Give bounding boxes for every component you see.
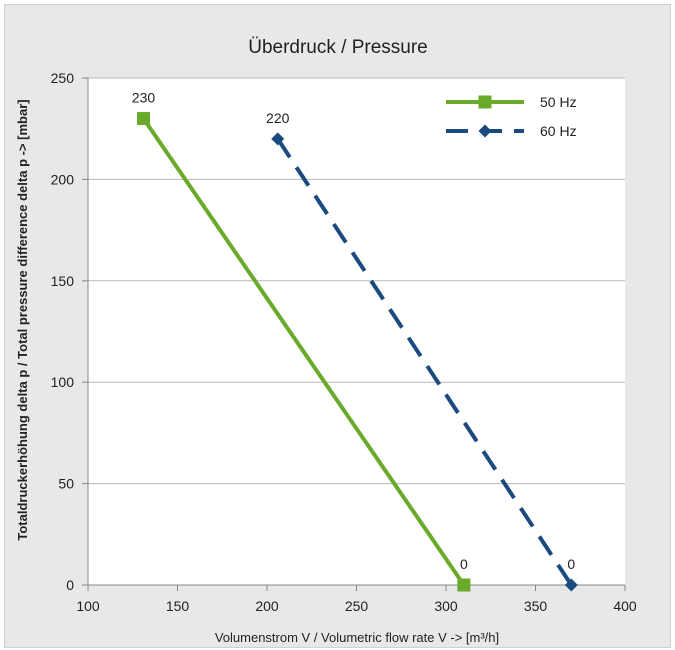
x-tick-label: 200 [255, 598, 279, 614]
x-tick-label: 250 [345, 598, 369, 614]
chart-title: Überdruck / Pressure [248, 37, 428, 58]
data-point-60-hz [564, 578, 578, 592]
data-point-50-hz [136, 112, 150, 126]
x-tick-label: 400 [613, 598, 637, 614]
x-tick-label: 300 [434, 598, 458, 614]
y-tick-label: 250 [51, 70, 75, 86]
data-label-60-hz: 0 [567, 556, 575, 572]
data-point-50-hz [457, 578, 471, 592]
y-tick-label: 150 [51, 273, 75, 289]
series-layer: 230 0 220 0 [132, 90, 578, 592]
y-tick-label: 50 [58, 476, 74, 492]
legend-marker-60-hz [478, 124, 492, 138]
y-tick-label: 100 [51, 374, 75, 390]
x-tick-label: 100 [76, 598, 100, 614]
data-label-50-hz: 0 [460, 556, 468, 572]
x-tick-label: 150 [166, 598, 190, 614]
legend-marker-50-hz [478, 95, 492, 109]
data-label-60-hz: 220 [266, 110, 290, 126]
legend-label-60-hz: 60 Hz [540, 123, 577, 139]
x-tick-label: 350 [524, 598, 548, 614]
legend: 50 Hz 60 Hz [446, 94, 577, 139]
x-axis-label: Volumenstrom V / Volumetric flow rate V … [215, 630, 499, 645]
y-tick-label: 200 [51, 171, 75, 187]
legend-label-50-hz: 50 Hz [540, 94, 577, 110]
axes: 0 50 100 150 200 250 100 150 200 250 300 350 400 [51, 70, 637, 614]
series-line-50-hz [141, 117, 466, 587]
y-tick-label: 0 [66, 577, 74, 593]
grid-lines [88, 77, 625, 586]
y-axis-label: Totaldruckerhöhung delta p / Total press… [15, 99, 30, 540]
data-label-50-hz: 230 [132, 90, 156, 106]
data-point-60-hz [271, 132, 285, 146]
plot-area [88, 78, 625, 585]
series-line-60-hz [276, 137, 573, 587]
